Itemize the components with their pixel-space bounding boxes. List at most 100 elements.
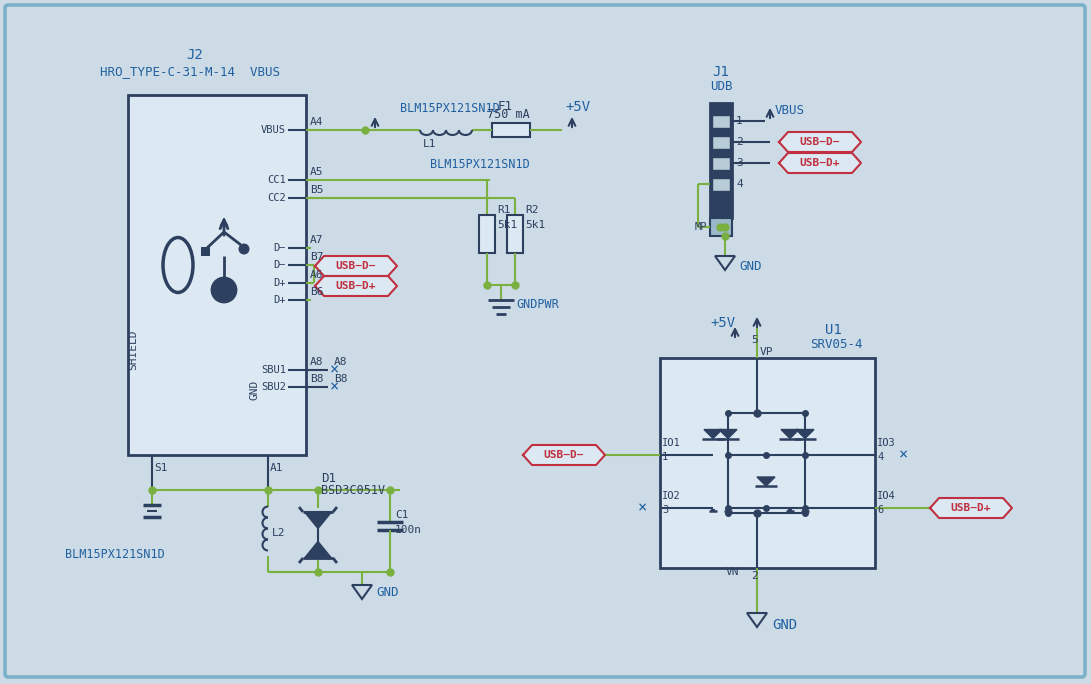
Text: D1: D1	[321, 471, 336, 484]
Text: J2: J2	[187, 48, 203, 62]
Text: ×: ×	[898, 447, 908, 462]
Text: 4: 4	[877, 452, 884, 462]
Text: VP: VP	[760, 347, 774, 357]
Text: +5V: +5V	[565, 100, 590, 114]
Text: 6: 6	[877, 505, 884, 515]
Bar	[660, 358, 875, 568]
Text: UDB: UDB	[710, 81, 732, 94]
Text: GND: GND	[772, 618, 798, 632]
Text: 5k1: 5k1	[497, 220, 517, 230]
Text: S1: S1	[154, 463, 168, 473]
Ellipse shape	[163, 237, 193, 293]
Text: 3: 3	[736, 158, 743, 168]
Polygon shape	[781, 430, 799, 438]
Text: 5k1: 5k1	[525, 220, 546, 230]
Text: 2: 2	[736, 137, 743, 147]
Text: L1: L1	[423, 139, 436, 149]
Text: CC1: CC1	[267, 175, 286, 185]
Text: SRV05-4: SRV05-4	[810, 339, 863, 352]
Text: F1: F1	[497, 101, 513, 114]
Text: USB−D+: USB−D+	[336, 281, 376, 291]
Text: USB−D−: USB−D−	[336, 261, 376, 271]
Text: GND: GND	[250, 380, 260, 400]
Text: CC2: CC2	[267, 193, 286, 203]
Polygon shape	[523, 445, 606, 465]
Polygon shape	[727, 510, 730, 512]
Text: IO3: IO3	[877, 438, 896, 448]
Text: BSD3C051V: BSD3C051V	[321, 484, 385, 497]
Text: A7: A7	[310, 235, 324, 245]
Polygon shape	[719, 430, 738, 438]
Text: R1: R1	[497, 205, 511, 215]
Text: BLM15PX121SN1D: BLM15PX121SN1D	[65, 549, 165, 562]
Text: GNDPWR: GNDPWR	[516, 298, 559, 311]
Polygon shape	[796, 430, 814, 438]
Polygon shape	[779, 132, 861, 152]
Polygon shape	[803, 510, 806, 512]
Text: IO2: IO2	[662, 491, 681, 501]
Text: A8: A8	[334, 357, 348, 367]
Polygon shape	[757, 477, 775, 486]
Polygon shape	[315, 256, 397, 276]
Text: GND: GND	[739, 259, 762, 272]
Text: U1: U1	[825, 323, 842, 337]
Text: VBUS: VBUS	[261, 125, 286, 135]
Text: SBU1: SBU1	[261, 365, 286, 375]
Polygon shape	[315, 276, 397, 296]
Text: MP: MP	[695, 222, 707, 232]
Text: BLM15PX121SN1D: BLM15PX121SN1D	[430, 159, 530, 172]
Polygon shape	[305, 512, 331, 528]
Text: C1: C1	[395, 510, 408, 520]
Text: 100n: 100n	[395, 525, 422, 535]
Text: A5: A5	[310, 167, 324, 177]
Bar	[712, 178, 730, 191]
Bar	[712, 136, 730, 149]
Polygon shape	[704, 430, 722, 438]
Text: D−: D−	[274, 260, 286, 270]
Text: B8: B8	[334, 374, 348, 384]
Bar	[479, 215, 495, 253]
Text: VBUS: VBUS	[775, 105, 805, 118]
Text: 750 mA: 750 mA	[487, 109, 530, 122]
Polygon shape	[779, 153, 861, 173]
Text: SHIELD: SHIELD	[128, 330, 137, 370]
Text: USB−D+: USB−D+	[950, 503, 992, 513]
Text: J1: J1	[712, 65, 730, 79]
Text: B7: B7	[310, 252, 324, 262]
Text: B6: B6	[310, 287, 324, 297]
Text: 4: 4	[736, 179, 743, 189]
Text: USB−D−: USB−D−	[543, 450, 585, 460]
Circle shape	[239, 244, 250, 254]
Text: L2: L2	[272, 528, 286, 538]
Text: VN: VN	[726, 567, 739, 577]
Text: SBU2: SBU2	[261, 382, 286, 392]
Text: 2: 2	[752, 571, 758, 581]
Bar	[128, 95, 305, 455]
Text: A1: A1	[269, 463, 284, 473]
Text: 1: 1	[662, 452, 669, 462]
Text: 5: 5	[752, 335, 758, 345]
Text: A8: A8	[310, 357, 324, 367]
Bar	[507, 215, 523, 253]
Bar	[710, 218, 732, 236]
Text: USB−D+: USB−D+	[800, 158, 840, 168]
Text: B5: B5	[310, 185, 324, 195]
Text: ×: ×	[637, 501, 647, 516]
Polygon shape	[789, 510, 792, 512]
Polygon shape	[930, 498, 1012, 518]
Text: USB−D−: USB−D−	[800, 137, 840, 147]
Text: D−: D−	[274, 243, 286, 253]
Circle shape	[212, 278, 236, 302]
FancyBboxPatch shape	[5, 5, 1086, 677]
Text: B8: B8	[310, 374, 324, 384]
Bar	[201, 247, 209, 256]
Bar	[492, 123, 530, 137]
Bar	[712, 115, 730, 128]
Text: GND: GND	[376, 586, 398, 599]
Text: HRO_TYPE-C-31-M-14  VBUS: HRO_TYPE-C-31-M-14 VBUS	[100, 66, 280, 79]
Bar	[712, 157, 730, 170]
Text: IO1: IO1	[662, 438, 681, 448]
Polygon shape	[305, 542, 331, 558]
Text: A4: A4	[310, 117, 324, 127]
Text: 3: 3	[662, 505, 669, 515]
